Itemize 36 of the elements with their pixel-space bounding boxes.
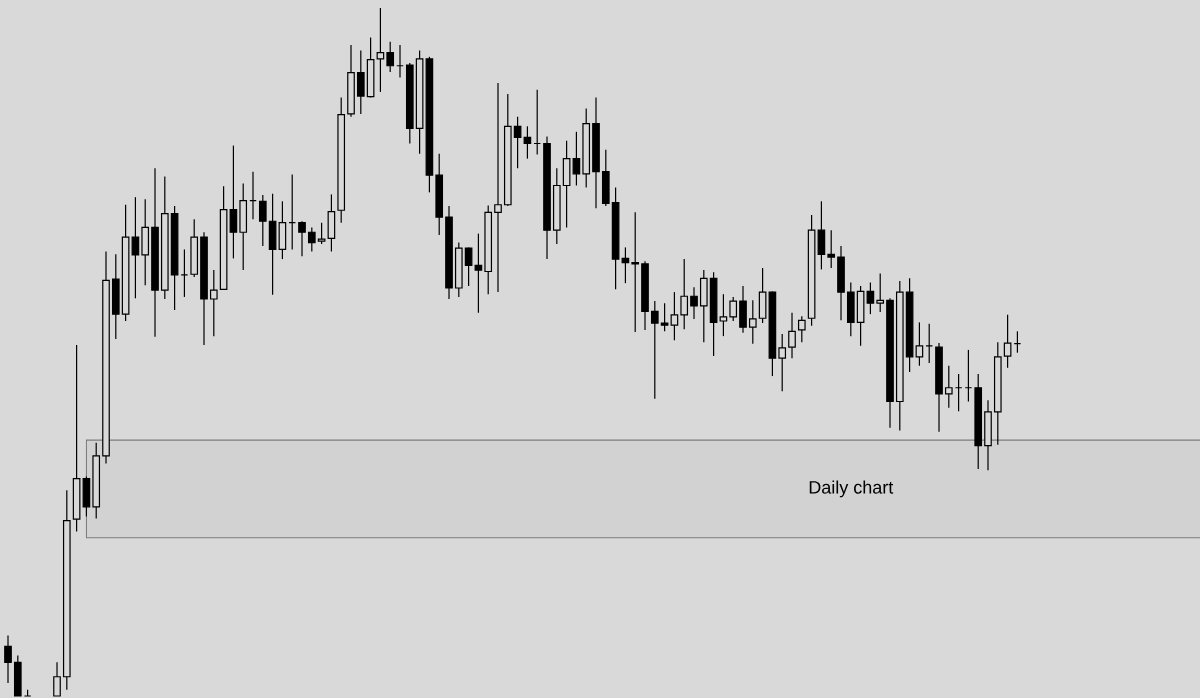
candlestick	[131, 196, 140, 299]
candlestick	[660, 302, 669, 332]
candlestick	[464, 246, 473, 287]
candlestick	[788, 312, 796, 359]
candlestick	[317, 222, 326, 245]
candlestick	[670, 291, 679, 341]
candlestick	[876, 272, 885, 313]
candlestick	[258, 194, 267, 247]
candlestick	[797, 315, 806, 343]
candlestick	[944, 365, 953, 409]
candlestick	[915, 321, 924, 367]
candlestick	[827, 229, 836, 269]
candlestick	[307, 226, 316, 253]
candlestick	[209, 269, 218, 337]
candlestick	[386, 41, 395, 73]
candlestick	[1003, 314, 1012, 369]
candlestick	[748, 299, 757, 345]
candlestick	[474, 233, 483, 314]
candlestick	[778, 333, 787, 392]
candlestick	[866, 281, 875, 315]
candlestick	[376, 7, 385, 93]
candlestick	[650, 300, 659, 400]
candlestick	[513, 116, 522, 169]
candlestick	[729, 296, 738, 322]
candlestick	[572, 131, 581, 187]
candlestick	[494, 82, 502, 293]
candlestick	[680, 258, 689, 330]
candlestick	[4, 634, 12, 684]
candlestick	[621, 246, 630, 284]
candlestick	[298, 220, 306, 257]
candlestick	[229, 144, 238, 259]
band-label: Daily chart	[809, 480, 894, 498]
candlestick	[631, 211, 640, 333]
candlestick	[690, 286, 698, 320]
candlestick	[356, 50, 365, 115]
candlestick	[719, 293, 728, 337]
